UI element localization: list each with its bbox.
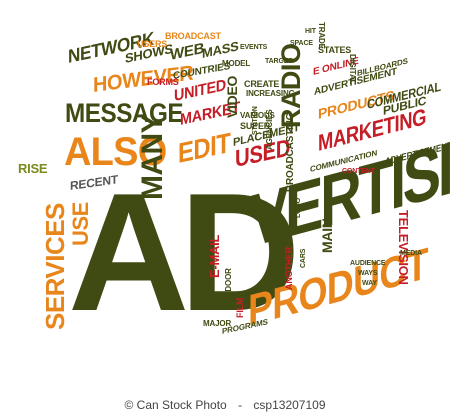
word-way: WAY — [362, 280, 377, 287]
word-super: SUPER — [240, 121, 271, 131]
word-services: SERVICES — [40, 203, 70, 330]
word-users: USERS — [137, 39, 168, 49]
word-many: MANY — [136, 114, 169, 200]
word-ways: WAYS — [358, 270, 378, 277]
word-broadcast: BROADCAST — [165, 31, 221, 41]
word-major: MAJOR — [203, 319, 232, 328]
watermark-copyright: © Can Stock Photo — [124, 398, 227, 412]
word-message: MESSAGE — [65, 98, 184, 128]
word-displays: DISPLAYS — [195, 242, 204, 280]
word-e-mail: E-MAIL — [207, 234, 222, 278]
word-use: USE — [68, 202, 93, 246]
word-media: MEDIA — [400, 250, 422, 257]
word-logo: LOGO — [295, 197, 302, 218]
word-rise: RISE — [18, 161, 48, 176]
word-various: VARIOUS — [240, 111, 275, 120]
word-main: MAIN — [319, 218, 335, 253]
word-trade: TRADE — [317, 22, 326, 49]
word-content: CONTENT — [342, 168, 375, 175]
word-advertising-ad: AD — [68, 158, 301, 346]
word-audience: AUDIENCE — [350, 260, 386, 267]
word-create: CREATE — [244, 79, 280, 89]
word-another: ANOTHER — [284, 246, 294, 290]
watermark-id: csp13207109 — [253, 398, 326, 412]
word-states: STATES — [318, 45, 352, 55]
watermark-separator: - — [238, 398, 243, 412]
word-model: MODEL — [222, 59, 251, 68]
word-target: TARGET — [265, 58, 293, 65]
word-broadcasting: BROADCASTING — [285, 112, 296, 192]
word-cars: CARS — [300, 248, 307, 268]
word-increasing: INCREASING — [246, 89, 295, 98]
word-events: EVENTS — [240, 44, 268, 51]
word-video: VIDEO — [224, 75, 240, 118]
word-web: WEB — [170, 39, 205, 64]
word-digital: DIGITAL — [348, 54, 357, 85]
word-agencies: AGENCIES — [265, 109, 274, 150]
word-hit: HIT — [305, 28, 316, 35]
word-station: STATION — [252, 106, 259, 135]
watermark: © Can Stock Photo - csp13207109 — [0, 396, 450, 415]
word-forms: FORMS — [147, 77, 179, 87]
word-also: ALSO — [64, 130, 167, 174]
word-film: FILM — [235, 297, 245, 318]
word-television: TELEVISION — [396, 210, 411, 285]
word-space: SPACE — [290, 40, 313, 47]
word-mass: MASS — [202, 38, 239, 61]
word-outdoor: OUTDOOR — [224, 268, 233, 308]
